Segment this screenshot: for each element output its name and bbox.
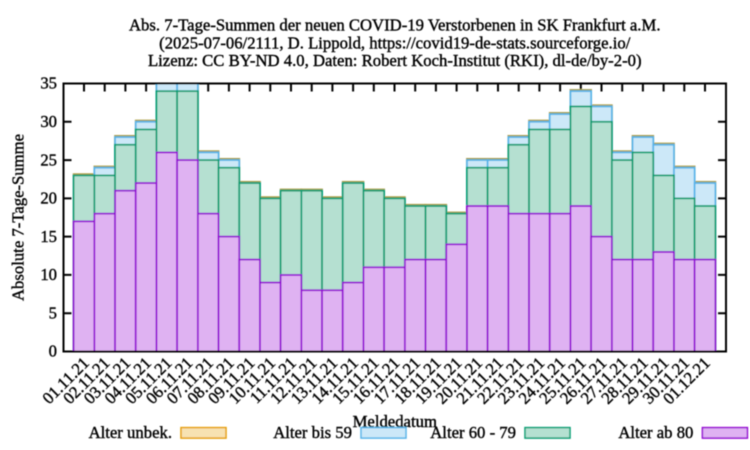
svg-text:Lizenz: CC BY-ND 4.0, Daten: R: Lizenz: CC BY-ND 4.0, Daten: Robert Koch… [148, 51, 642, 70]
svg-text:Meldedatum: Meldedatum [353, 412, 437, 431]
svg-text:(2025-07-06/2111, D. Lippold,: (2025-07-06/2111, D. Lippold, https://co… [159, 34, 631, 53]
svg-text:35: 35 [40, 74, 57, 93]
svg-text:0: 0 [49, 342, 57, 361]
svg-text:30: 30 [40, 112, 57, 131]
svg-text:15: 15 [40, 227, 57, 246]
svg-text:Alter ab 80: Alter ab 80 [618, 423, 693, 442]
svg-text:25: 25 [40, 150, 57, 169]
svg-text:Abs. 7-Tage-Summen der neuen C: Abs. 7-Tage-Summen der neuen COVID-19 Ve… [129, 16, 661, 35]
svg-text:Alter unbek.: Alter unbek. [89, 423, 172, 442]
svg-text:Absolute 7-Tage-Summe: Absolute 7-Tage-Summe [9, 134, 28, 301]
svg-text:10: 10 [40, 265, 57, 284]
svg-text:Alter 60 - 79: Alter 60 - 79 [430, 423, 516, 442]
svg-text:20: 20 [40, 189, 57, 208]
svg-text:5: 5 [49, 303, 57, 322]
svg-text:Alter bis 59: Alter bis 59 [273, 423, 352, 442]
